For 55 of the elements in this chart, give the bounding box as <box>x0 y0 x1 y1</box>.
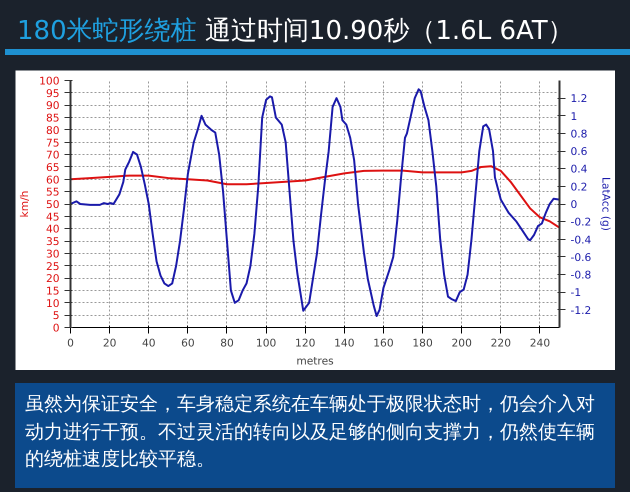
x-tick-label: 100 <box>256 336 276 350</box>
y-tick-label: 85 <box>46 112 60 125</box>
y2-tick-label: -0.8 <box>570 268 592 282</box>
y-tick-label: 50 <box>46 198 60 211</box>
chart-title: 180米蛇形绕桩 <box>17 16 197 46</box>
x-tick-label: 240 <box>530 336 550 350</box>
y-tick-label: 25 <box>46 260 60 273</box>
y-tick-label: 10 <box>46 296 60 310</box>
y2-tick-label: -0.6 <box>570 250 592 264</box>
line-series <box>70 165 560 229</box>
x-tick-label: 200 <box>452 336 472 350</box>
y-tick-label: 90 <box>46 99 60 112</box>
x-tick-label: 220 <box>490 336 512 350</box>
chart-subtitle: 通过时间10.90秒（1.6L 6AT） <box>204 16 574 46</box>
x-tick-label: 160 <box>373 336 394 350</box>
y-tick-label: 70 <box>46 148 60 162</box>
y2-tick-label: -1.2 <box>570 304 592 317</box>
y-tick-label: 60 <box>46 173 60 186</box>
y-tick-label: 15 <box>46 284 60 298</box>
y-tick-label: 100 <box>39 74 60 88</box>
y2-tick-label: -0.4 <box>570 233 592 246</box>
y-tick-label: 30 <box>46 247 60 260</box>
y2-tick-label: 0.4 <box>570 162 588 176</box>
y2-tick-label: 0 <box>570 198 578 211</box>
line-series <box>70 88 560 318</box>
text: 虽然为保证安全，车身稳定系统在车辆处于极限状态时，仍会介入对动力进行干预。不过灵活的转向以及足够的侧向支撑力，仍然使车辆的绕桩速度比较平稳。 <box>25 392 596 472</box>
x-tick-label: 180 <box>412 336 433 350</box>
y-tick-label: 65 <box>46 160 60 174</box>
y-tick-label: 55 <box>46 186 60 199</box>
x-tick-label: 40 <box>142 336 156 350</box>
y-tick-label: 40 <box>46 222 60 236</box>
y-tick-label: 35 <box>46 235 60 248</box>
y-tick-label: 45 <box>46 210 60 224</box>
x-tick-label: 140 <box>334 336 355 350</box>
y2-tick-label: -1 <box>570 286 582 300</box>
x-axis-title: metres <box>296 354 334 368</box>
y-tick-label: 20 <box>46 272 60 286</box>
x-tick-label: 60 <box>181 336 195 350</box>
y2-tick-label: 0.6 <box>570 145 588 158</box>
y2-axis-title: LatAcc (g) <box>599 177 612 231</box>
y-tick-label: 80 <box>46 124 60 137</box>
y2-tick-label: 1.2 <box>570 92 588 106</box>
x-tick-label: 20 <box>102 336 117 350</box>
x-tick-label: 80 <box>220 336 234 350</box>
y-axis-title: km/h <box>18 190 32 218</box>
y2-tick-label: -0.2 <box>570 216 592 229</box>
y-tick-label: 0 <box>52 322 60 334</box>
y2-tick-label: 0.2 <box>570 180 588 194</box>
y-tick-label: 75 <box>46 136 60 150</box>
x-tick-label: 0 <box>67 336 74 350</box>
y2-tick-label: 1 <box>570 110 578 123</box>
y2-tick-label: 0.8 <box>570 127 588 140</box>
y-tick-label: 95 <box>46 86 60 100</box>
x-tick-label: 120 <box>295 336 316 350</box>
y-tick-label: 5 <box>52 309 60 322</box>
